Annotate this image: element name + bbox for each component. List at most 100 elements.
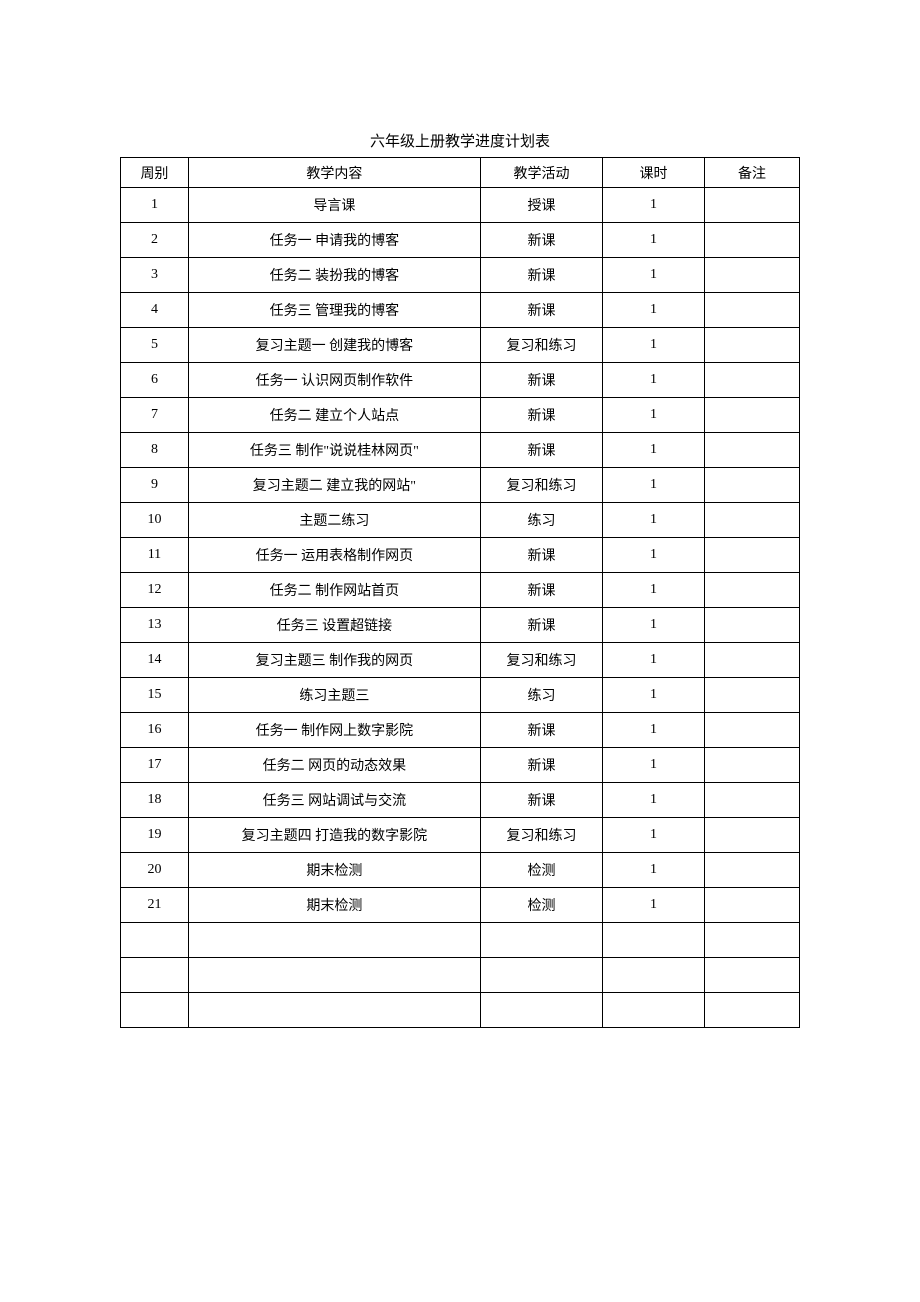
table-cell — [704, 748, 799, 783]
table-cell: 13 — [121, 608, 189, 643]
table-cell: 1 — [603, 363, 705, 398]
table-cell: 1 — [603, 468, 705, 503]
header-notes: 备注 — [704, 158, 799, 188]
table-cell — [603, 958, 705, 993]
table-cell: 1 — [603, 608, 705, 643]
table-cell: 18 — [121, 783, 189, 818]
table-cell: 14 — [121, 643, 189, 678]
table-cell: 复习主题三 制作我的网页 — [188, 643, 480, 678]
table-cell: 练习主题三 — [188, 678, 480, 713]
table-cell: 检测 — [480, 853, 602, 888]
table-cell: 新课 — [480, 223, 602, 258]
table-cell: 任务三 设置超链接 — [188, 608, 480, 643]
table-cell: 8 — [121, 433, 189, 468]
table-cell — [704, 923, 799, 958]
table-cell: 任务三 制作"说说桂林网页" — [188, 433, 480, 468]
table-cell: 7 — [121, 398, 189, 433]
table-cell — [704, 643, 799, 678]
table-cell: 任务二 装扮我的博客 — [188, 258, 480, 293]
table-row: 3任务二 装扮我的博客新课1 — [121, 258, 800, 293]
table-cell — [704, 503, 799, 538]
table-cell: 1 — [603, 258, 705, 293]
table-cell — [480, 993, 602, 1028]
table-cell — [704, 818, 799, 853]
table-row: 17任务二 网页的动态效果新课1 — [121, 748, 800, 783]
table-cell — [188, 923, 480, 958]
table-cell: 复习和练习 — [480, 468, 602, 503]
table-cell — [704, 223, 799, 258]
table-cell: 新课 — [480, 608, 602, 643]
table-row: 5复习主题一 创建我的博客复习和练习1 — [121, 328, 800, 363]
table-cell: 复习和练习 — [480, 818, 602, 853]
table-cell — [188, 993, 480, 1028]
table-row: 21期末检测检测1 — [121, 888, 800, 923]
table-cell — [704, 993, 799, 1028]
table-cell: 任务二 建立个人站点 — [188, 398, 480, 433]
table-row: 4任务三 管理我的博客新课1 — [121, 293, 800, 328]
table-cell: 任务一 运用表格制作网页 — [188, 538, 480, 573]
table-cell — [704, 538, 799, 573]
table-cell: 1 — [603, 398, 705, 433]
table-row: 18任务三 网站调试与交流新课1 — [121, 783, 800, 818]
table-row: 1导言课授课1 — [121, 188, 800, 223]
table-cell: 任务二 网页的动态效果 — [188, 748, 480, 783]
table-cell: 主题二练习 — [188, 503, 480, 538]
table-cell: 任务二 制作网站首页 — [188, 573, 480, 608]
table-cell: 新课 — [480, 398, 602, 433]
table-cell — [704, 853, 799, 888]
table-cell: 复习主题二 建立我的网站" — [188, 468, 480, 503]
table-cell — [704, 783, 799, 818]
table-row: 8任务三 制作"说说桂林网页"新课1 — [121, 433, 800, 468]
table-cell — [480, 958, 602, 993]
table-cell: 复习和练习 — [480, 328, 602, 363]
table-row: 7任务二 建立个人站点新课1 — [121, 398, 800, 433]
table-cell — [704, 188, 799, 223]
table-cell — [121, 923, 189, 958]
table-row: 14复习主题三 制作我的网页复习和练习1 — [121, 643, 800, 678]
table-cell: 20 — [121, 853, 189, 888]
table-row — [121, 923, 800, 958]
table-cell: 练习 — [480, 503, 602, 538]
table-cell: 任务一 认识网页制作软件 — [188, 363, 480, 398]
table-cell: 1 — [603, 433, 705, 468]
table-row: 20期末检测检测1 — [121, 853, 800, 888]
table-cell — [704, 958, 799, 993]
table-cell: 新课 — [480, 573, 602, 608]
table-header-row: 周别 教学内容 教学活动 课时 备注 — [121, 158, 800, 188]
table-cell: 1 — [603, 853, 705, 888]
table-row: 12任务二 制作网站首页新课1 — [121, 573, 800, 608]
table-cell: 1 — [603, 223, 705, 258]
header-week: 周别 — [121, 158, 189, 188]
table-cell: 期末检测 — [188, 888, 480, 923]
table-cell: 21 — [121, 888, 189, 923]
table-cell: 检测 — [480, 888, 602, 923]
table-cell: 新课 — [480, 293, 602, 328]
table-cell: 新课 — [480, 713, 602, 748]
table-cell — [704, 713, 799, 748]
table-cell: 1 — [603, 888, 705, 923]
table-cell — [704, 293, 799, 328]
table-cell: 10 — [121, 503, 189, 538]
table-row: 9复习主题二 建立我的网站"复习和练习1 — [121, 468, 800, 503]
table-cell — [704, 573, 799, 608]
table-row: 15练习主题三练习1 — [121, 678, 800, 713]
table-cell — [603, 993, 705, 1028]
table-row: 6任务一 认识网页制作软件新课1 — [121, 363, 800, 398]
table-cell: 5 — [121, 328, 189, 363]
table-cell — [603, 923, 705, 958]
table-cell: 17 — [121, 748, 189, 783]
header-activity: 教学活动 — [480, 158, 602, 188]
table-cell: 1 — [603, 643, 705, 678]
table-cell — [704, 363, 799, 398]
table-row: 16任务一 制作网上数字影院新课1 — [121, 713, 800, 748]
table-cell: 新课 — [480, 433, 602, 468]
table-cell: 新课 — [480, 783, 602, 818]
table-row: 13任务三 设置超链接新课1 — [121, 608, 800, 643]
table-cell — [704, 433, 799, 468]
table-row — [121, 993, 800, 1028]
table-cell: 任务三 管理我的博客 — [188, 293, 480, 328]
table-cell — [704, 608, 799, 643]
table-row: 2任务一 申请我的博客新课1 — [121, 223, 800, 258]
table-cell — [121, 958, 189, 993]
table-row: 19复习主题四 打造我的数字影院复习和练习1 — [121, 818, 800, 853]
